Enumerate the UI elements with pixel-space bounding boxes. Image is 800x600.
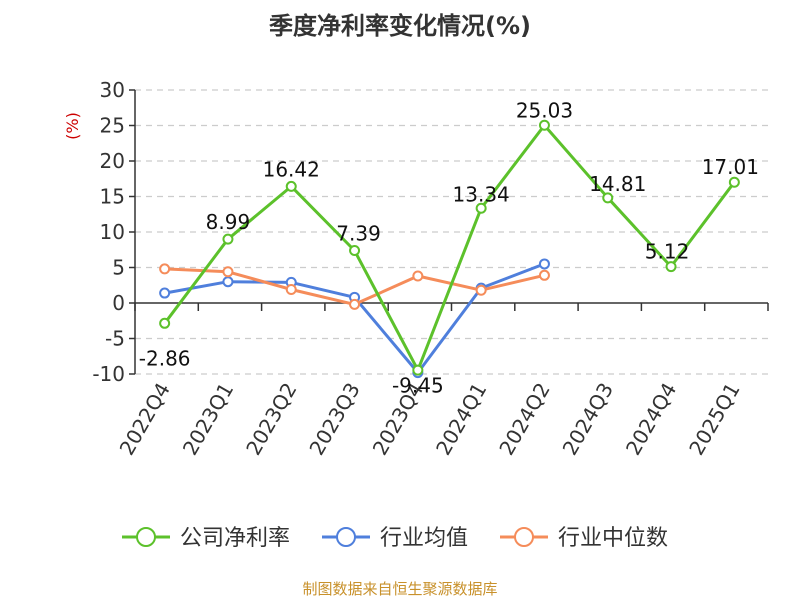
data-point [665,261,677,273]
y-tick-label: 30 [100,78,125,102]
data-label: 17.01 [702,155,759,179]
legend: 公司净利率 行业均值 行业中位数 [122,526,668,551]
series-layer [159,119,740,379]
data-label: 16.42 [263,157,320,181]
data-point [159,317,171,329]
x-tick-label: 2025Q1 [684,379,744,460]
x-tick-label: 2022Q4 [115,379,175,460]
data-point [159,263,171,275]
x-tick-label: 2023Q1 [178,379,238,460]
chart-title: 季度净利率变化情况(%) [269,12,531,40]
data-label: 13.34 [453,182,510,206]
y-tick-label: -10 [92,362,125,386]
data-label: 7.39 [336,222,381,246]
data-point [475,284,487,296]
data-point [728,176,740,188]
y-axis-label: (%) [63,112,82,140]
data-label: -2.86 [139,347,191,371]
data-label: 5.12 [645,240,690,264]
series-line [164,262,545,375]
source-text: 制图数据来自恒生聚源数据库 [302,580,497,598]
legend-item[interactable]: 行业均值 [322,526,468,551]
x-tick-label: 2024Q3 [558,379,618,460]
data-point [412,364,424,376]
data-point [222,276,234,288]
y-tick-label: 15 [100,185,125,209]
data-label: 8.99 [206,210,251,234]
data-point [475,202,487,214]
data-label: 14.81 [589,172,646,196]
y-tick-label: -5 [105,327,125,351]
series-line [163,123,736,372]
y-tick-label: 5 [112,256,125,280]
legend-swatch-marker [136,527,156,547]
data-point [159,287,171,299]
legend-label: 公司净利率 [180,526,290,551]
legend-swatch-marker [336,527,356,547]
legend-label: 行业中位数 [558,526,668,551]
data-point [222,266,234,278]
legend-item[interactable]: 公司净利率 [122,526,290,551]
data-point [538,258,550,270]
data-point [602,192,614,204]
data-point [285,180,297,192]
data-point [349,298,361,310]
y-tick-label: 20 [100,149,125,173]
data-label-layer: -2.86 8.99 16.42 7.39 -9.45 13.34 25.03 14.81 5.… [139,98,759,397]
data-point [538,269,550,281]
y-tick-label: 10 [100,220,125,244]
y-tick-label: 0 [112,291,125,315]
x-tick-label: 2023Q3 [304,379,364,460]
y-tick-label: 25 [100,114,125,138]
data-point [538,119,550,131]
legend-swatch-marker [514,527,534,547]
data-label: -9.45 [392,373,444,397]
x-tick-label: 2024Q4 [621,379,681,460]
x-tick-label: 2023Q2 [241,379,301,460]
legend-item[interactable]: 行业中位数 [500,526,668,551]
data-point [285,284,297,296]
data-point [412,270,424,282]
x-tick-label: 2024Q2 [494,379,554,460]
data-point [222,233,234,245]
data-point [349,245,361,257]
legend-label: 行业均值 [380,526,468,551]
data-label: 25.03 [516,98,573,122]
